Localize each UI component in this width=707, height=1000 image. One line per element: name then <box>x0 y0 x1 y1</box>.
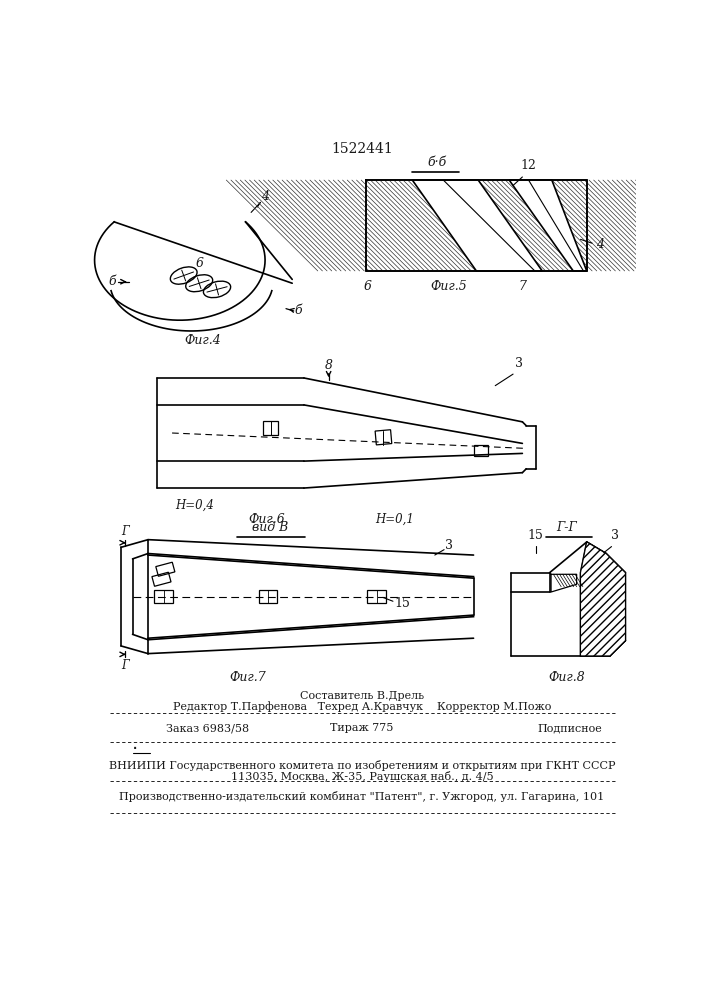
Text: H=0,1: H=0,1 <box>375 513 414 526</box>
Text: Подписное: Подписное <box>538 723 602 733</box>
Text: 3: 3 <box>515 357 522 370</box>
Text: б: б <box>295 304 302 317</box>
Text: 15: 15 <box>395 597 410 610</box>
Bar <box>156 562 175 576</box>
Text: Г-Г: Г-Г <box>556 521 577 534</box>
Bar <box>154 590 173 603</box>
Text: Г: Г <box>121 659 129 672</box>
Text: Фиг.7: Фиг.7 <box>229 671 266 684</box>
Text: Фиг.8: Фиг.8 <box>548 671 585 684</box>
Bar <box>474 445 488 456</box>
Bar <box>375 430 392 445</box>
Text: Г: Г <box>121 525 129 538</box>
Text: ВНИИПИ Государственного комитета по изобретениям и открытиям при ГКНТ СССР: ВНИИПИ Государственного комитета по изоб… <box>109 760 615 771</box>
Text: Фиг.5: Фиг.5 <box>431 280 467 293</box>
Polygon shape <box>580 542 626 656</box>
Text: 3: 3 <box>612 529 619 542</box>
Text: 7: 7 <box>518 280 527 293</box>
Text: Производственно-издательский комбинат "Патент", г. Ужгород, ул. Гагарина, 101: Производственно-издательский комбинат "П… <box>119 791 604 802</box>
Text: б·б: б·б <box>428 156 447 169</box>
Text: 12: 12 <box>520 159 537 172</box>
Text: 3: 3 <box>445 539 452 552</box>
Text: 15: 15 <box>527 529 544 542</box>
Bar <box>366 180 587 271</box>
Text: Фиг.6: Фиг.6 <box>248 513 285 526</box>
Bar <box>152 572 171 586</box>
Text: 4: 4 <box>596 238 604 251</box>
Text: ·: · <box>132 740 138 759</box>
Polygon shape <box>580 542 626 656</box>
Text: Составитель В.Дрель: Составитель В.Дрель <box>300 691 424 701</box>
Bar <box>368 590 386 603</box>
Text: Заказ 6983/58: Заказ 6983/58 <box>166 723 249 733</box>
Bar <box>259 590 277 603</box>
Text: 113035, Москва, Ж-35, Раушская наб., д. 4/5: 113035, Москва, Ж-35, Раушская наб., д. … <box>230 771 493 782</box>
Text: вид В: вид В <box>252 521 288 534</box>
Text: 6: 6 <box>363 280 371 293</box>
Text: Фиг.4: Фиг.4 <box>185 334 221 347</box>
Text: H=0,4: H=0,4 <box>175 499 214 512</box>
Text: б: б <box>109 275 116 288</box>
Text: 8: 8 <box>325 359 332 372</box>
Bar <box>263 421 279 435</box>
Bar <box>366 180 587 271</box>
Text: 1522441: 1522441 <box>331 142 393 156</box>
Text: 6: 6 <box>195 257 203 270</box>
Polygon shape <box>509 180 587 271</box>
Text: 4: 4 <box>261 190 269 204</box>
Text: Тираж 775: Тираж 775 <box>330 723 394 733</box>
Text: Редактор Т.Парфенова   Техред А.Кравчук    Корректор М.Пожо: Редактор Т.Парфенова Техред А.Кравчук Ко… <box>173 701 551 712</box>
Polygon shape <box>412 180 542 271</box>
